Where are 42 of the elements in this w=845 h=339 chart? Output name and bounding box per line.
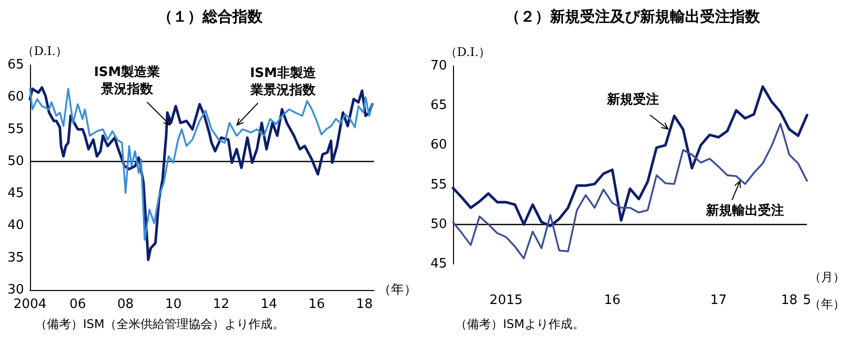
x-axis-title: （年） bbox=[378, 282, 417, 298]
x-tick-label: 5 bbox=[802, 293, 812, 308]
y-tick-label: 35 bbox=[7, 250, 24, 266]
y-tick-label: 40 bbox=[7, 218, 24, 234]
x-tick-label: 17 bbox=[710, 293, 727, 308]
x-tick-label: 16 bbox=[604, 293, 621, 308]
text: （月） bbox=[809, 270, 845, 284]
x-tick-label: 14 bbox=[260, 297, 278, 312]
x-tick-label: 12 bbox=[212, 297, 230, 312]
x-tick-label: 18 bbox=[781, 293, 798, 308]
chart-title: （２）新規受注及び新規輸出受注指数 bbox=[505, 8, 761, 26]
text: 新規輸出受注 bbox=[705, 202, 784, 218]
y-axis-title: （D.I.） bbox=[22, 44, 68, 58]
y-tick-label: 70 bbox=[430, 58, 447, 74]
y-tick-label: 65 bbox=[7, 58, 24, 72]
x-tick-label: 2015 bbox=[490, 293, 523, 308]
x-tick-label: 2004 bbox=[13, 297, 47, 312]
y-tick-label: 30 bbox=[7, 282, 24, 298]
text: （備考）ISMより作成。 bbox=[455, 317, 585, 331]
line-series bbox=[452, 122, 808, 260]
x-axis-title: （年） bbox=[809, 297, 845, 311]
y-tick-label: 60 bbox=[430, 138, 447, 153]
y-tick-label: 45 bbox=[430, 256, 447, 272]
y-tick-label: 50 bbox=[7, 154, 24, 169]
y-axis-title: （D.I.） bbox=[445, 45, 491, 59]
series-label: ISM非製造業景況指数 bbox=[250, 66, 318, 98]
y-tick-label: 55 bbox=[7, 122, 24, 137]
chart-title: （１）総合指数 bbox=[158, 8, 264, 26]
x-tick-label: 08 bbox=[117, 297, 134, 312]
series-label: ISM製造業景況指数 bbox=[94, 65, 160, 97]
series-label: 新規受注 bbox=[606, 92, 659, 108]
text: （備考）ISM（全米供給管理協会）より作成。 bbox=[35, 317, 285, 331]
line-series bbox=[452, 85, 808, 228]
y-tick-label: 45 bbox=[7, 186, 24, 202]
x-tick-label: 06 bbox=[70, 297, 86, 312]
y-tick-label: 65 bbox=[430, 98, 447, 114]
x-tick-label: 16 bbox=[308, 297, 325, 312]
x-tick-label: 10 bbox=[165, 297, 182, 312]
y-tick-label: 50 bbox=[430, 216, 447, 232]
x-tick-label: 18 bbox=[356, 297, 373, 312]
y-tick-label: 60 bbox=[7, 90, 24, 105]
y-tick-label: 55 bbox=[430, 177, 447, 192]
